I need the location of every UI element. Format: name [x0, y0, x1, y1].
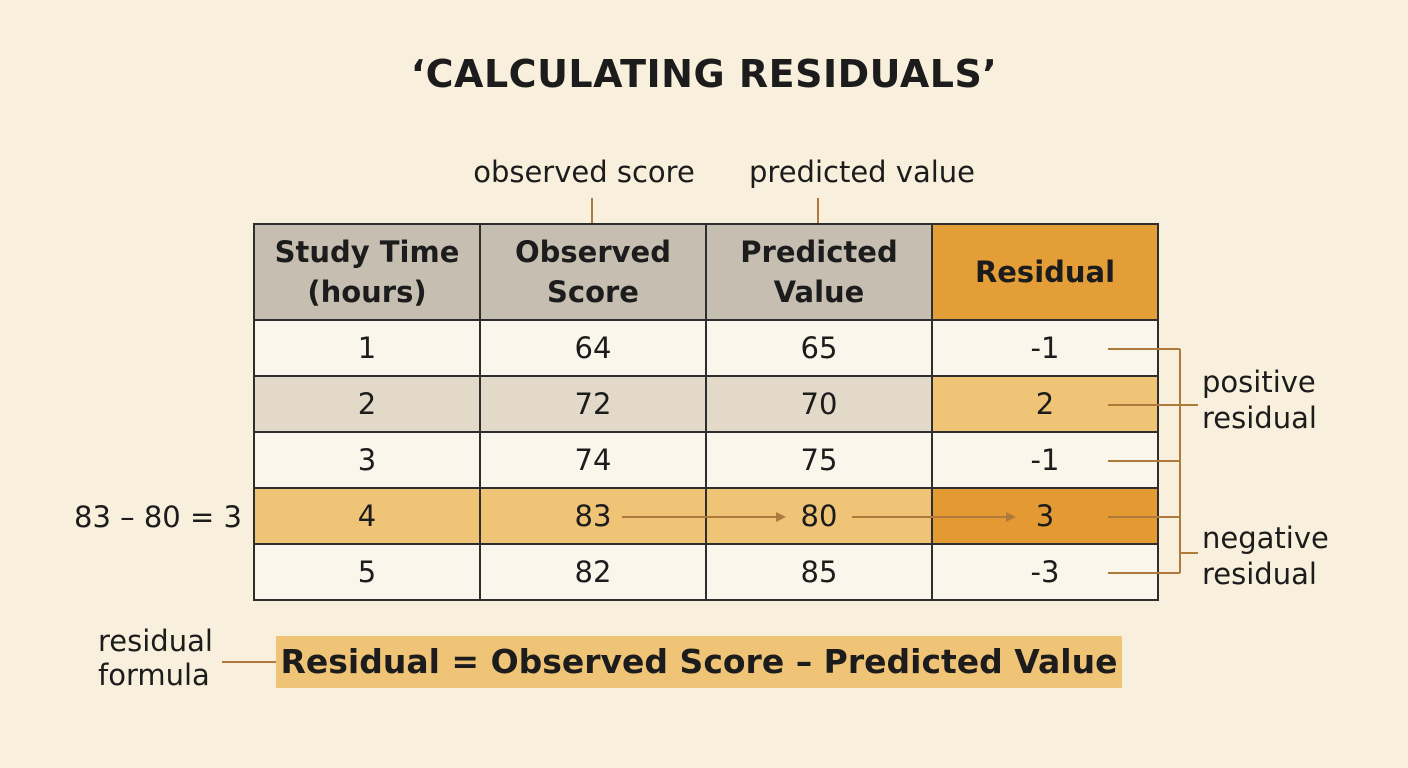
formula-label-line2: formula [98, 658, 210, 692]
cell-observed: 74 [479, 431, 707, 489]
cell-residual: -1 [931, 319, 1159, 377]
cell-residual: -3 [931, 543, 1159, 601]
cell-observed: 64 [479, 319, 707, 377]
cell-observed: 72 [479, 375, 707, 433]
cell-residual: 2 [931, 375, 1159, 433]
cell-study-time: 3 [253, 431, 481, 489]
cell-study-time: 4 [253, 487, 481, 545]
cell-study-time: 1 [253, 319, 481, 377]
cell-predicted: 70 [705, 375, 933, 433]
header-predicted-line2: Value [773, 275, 865, 309]
positive-label-line2: residual [1202, 401, 1317, 435]
calculation-example: 83 – 80 = 3 [74, 500, 242, 534]
table-header-row: Study Time (hours) Observed Score Predic… [253, 223, 1159, 321]
header-residual: Residual [931, 223, 1159, 321]
header-study-time-line2: (hours) [307, 275, 427, 309]
header-study-time-line1: Study Time [274, 235, 460, 269]
cell-predicted: 80 [705, 487, 933, 545]
cell-observed: 83 [479, 487, 707, 545]
residuals-table: Study Time (hours) Observed Score Predic… [253, 223, 1159, 601]
header-predicted-line1: Predicted [740, 235, 898, 269]
header-observed-score: Observed Score [479, 223, 707, 321]
cell-observed: 82 [479, 543, 707, 601]
cell-predicted: 75 [705, 431, 933, 489]
cell-predicted: 65 [705, 319, 933, 377]
negative-label-line2: residual [1202, 557, 1317, 591]
header-predicted-value: Predicted Value [705, 223, 933, 321]
table-row-highlighted: 4 83 80 3 [253, 487, 1159, 545]
header-study-time: Study Time (hours) [253, 223, 481, 321]
table-row: 2 72 70 2 [253, 375, 1159, 433]
formula-label-line1: residual [98, 624, 213, 658]
cell-residual: -1 [931, 431, 1159, 489]
header-observed-line1: Observed [515, 235, 671, 269]
cell-study-time: 5 [253, 543, 481, 601]
table-row: 5 82 85 -3 [253, 543, 1159, 601]
page-title: ‘CALCULATING RESIDUALS’ [410, 52, 998, 96]
positive-residual-label: positive residual [1202, 364, 1317, 436]
cell-predicted: 85 [705, 543, 933, 601]
header-observed-line2: Score [547, 275, 639, 309]
negative-label-line1: negative [1202, 521, 1329, 555]
residual-formula: Residual = Observed Score – Predicted Va… [276, 636, 1122, 688]
predicted-value-callout: predicted value [749, 155, 975, 189]
negative-residual-label: negative residual [1202, 520, 1329, 592]
formula-label: residual formula [98, 624, 213, 692]
table-row: 1 64 65 -1 [253, 319, 1159, 377]
positive-label-line1: positive [1202, 365, 1316, 399]
observed-score-callout: observed score [473, 155, 695, 189]
cell-residual: 3 [931, 487, 1159, 545]
table-row: 3 74 75 -1 [253, 431, 1159, 489]
cell-study-time: 2 [253, 375, 481, 433]
